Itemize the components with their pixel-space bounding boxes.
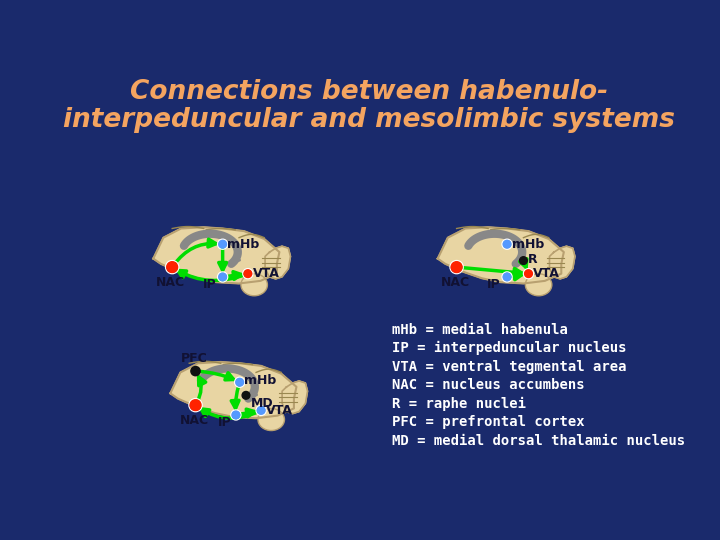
- Circle shape: [219, 240, 227, 248]
- Text: VTA: VTA: [266, 404, 292, 417]
- Text: MD = medial dorsal thalamic nucleus: MD = medial dorsal thalamic nucleus: [392, 434, 685, 448]
- Circle shape: [232, 411, 240, 419]
- Circle shape: [503, 273, 511, 281]
- Text: PFC = prefrontal cortex: PFC = prefrontal cortex: [392, 415, 585, 429]
- Circle shape: [244, 270, 252, 278]
- Text: IP: IP: [203, 279, 217, 292]
- Polygon shape: [153, 227, 279, 284]
- Text: mHb: mHb: [244, 374, 276, 387]
- Text: NAC = nucleus accumbens: NAC = nucleus accumbens: [392, 378, 585, 392]
- Text: mHb: mHb: [228, 238, 259, 251]
- Text: PFC: PFC: [181, 352, 207, 365]
- Polygon shape: [549, 246, 575, 279]
- Text: interpeduncular and mesolimbic systems: interpeduncular and mesolimbic systems: [63, 107, 675, 133]
- Circle shape: [520, 256, 527, 265]
- Text: MD: MD: [251, 397, 274, 410]
- Circle shape: [242, 392, 250, 399]
- Text: mHb = medial habenula: mHb = medial habenula: [392, 323, 568, 337]
- Circle shape: [191, 367, 200, 376]
- Text: IP = interpeduncular nucleus: IP = interpeduncular nucleus: [392, 341, 626, 355]
- Circle shape: [236, 379, 243, 386]
- Text: NAC: NAC: [441, 275, 469, 288]
- Text: IP: IP: [217, 416, 231, 429]
- Circle shape: [190, 400, 201, 410]
- Circle shape: [525, 270, 532, 278]
- Polygon shape: [282, 381, 307, 414]
- Ellipse shape: [241, 274, 267, 296]
- Polygon shape: [265, 246, 290, 279]
- Text: IP: IP: [487, 279, 501, 292]
- Text: VTA: VTA: [253, 267, 279, 280]
- Text: R: R: [528, 253, 538, 266]
- Circle shape: [219, 273, 227, 281]
- Ellipse shape: [526, 274, 552, 296]
- Circle shape: [257, 407, 265, 414]
- Text: VTA: VTA: [533, 267, 560, 280]
- Text: NAC: NAC: [179, 414, 209, 427]
- Text: VTA = ventral tegmental area: VTA = ventral tegmental area: [392, 360, 626, 374]
- Ellipse shape: [258, 409, 284, 430]
- Polygon shape: [171, 362, 297, 418]
- Circle shape: [503, 240, 511, 248]
- Text: Connections between habenulo-: Connections between habenulo-: [130, 79, 608, 105]
- Circle shape: [451, 262, 462, 273]
- Circle shape: [167, 262, 178, 273]
- Text: R = raphe nuclei: R = raphe nuclei: [392, 397, 526, 411]
- Text: NAC: NAC: [156, 275, 185, 288]
- Polygon shape: [438, 227, 564, 284]
- Text: mHb: mHb: [512, 238, 544, 251]
